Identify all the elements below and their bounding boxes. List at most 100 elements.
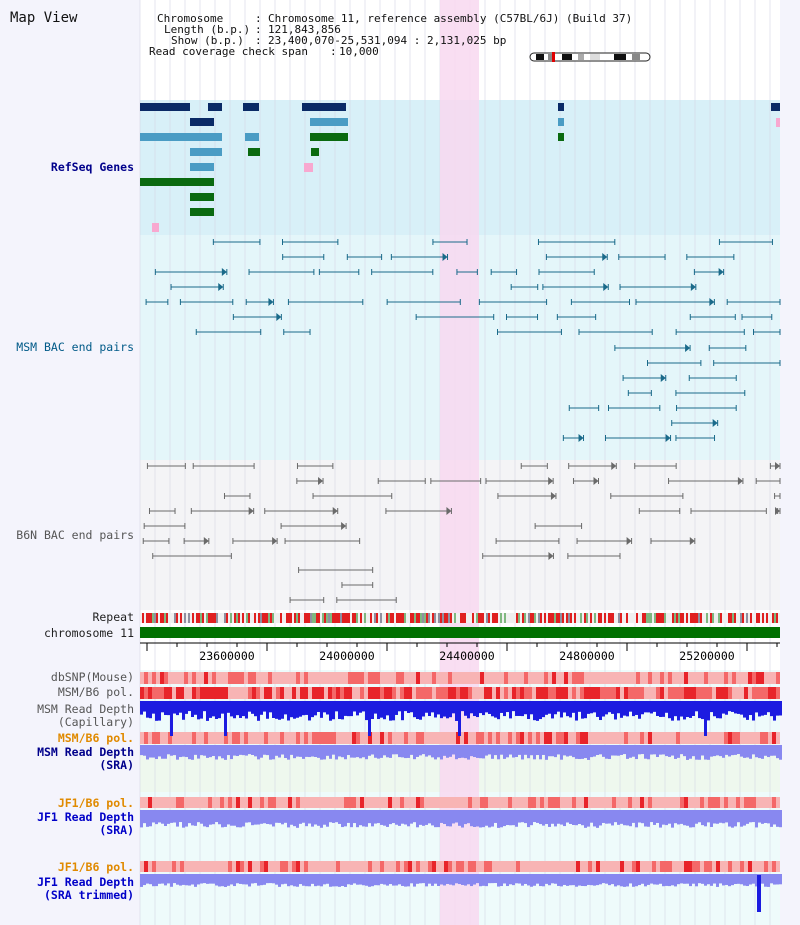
repeat-element bbox=[532, 613, 534, 623]
repeat-track[interactable] bbox=[140, 613, 780, 623]
depth-bar bbox=[434, 874, 437, 884]
heat-cell bbox=[696, 687, 700, 699]
repeat-element bbox=[756, 613, 758, 623]
refseq-genes-track[interactable] bbox=[140, 103, 780, 232]
heat-cell bbox=[456, 672, 460, 684]
depth-bar bbox=[371, 701, 374, 720]
chromosome-bar[interactable] bbox=[140, 627, 780, 638]
heat-cell bbox=[736, 687, 740, 699]
polymorphism-heatmaps[interactable] bbox=[140, 672, 780, 872]
heat-cell bbox=[408, 672, 412, 684]
bac-arrow bbox=[685, 344, 691, 352]
read-depth-tracks[interactable] bbox=[140, 701, 782, 912]
chromosome-ideogram[interactable] bbox=[529, 52, 651, 62]
depth-bar bbox=[587, 745, 590, 760]
depth-bar bbox=[407, 745, 410, 758]
depth-bar bbox=[239, 874, 242, 884]
depth-bar bbox=[254, 701, 257, 717]
heat-cell bbox=[392, 861, 396, 872]
heat-cell bbox=[768, 687, 772, 699]
depth-bar bbox=[728, 874, 731, 887]
depth-bar bbox=[620, 810, 623, 824]
repeat-element bbox=[730, 613, 732, 623]
heat-cell bbox=[668, 797, 672, 808]
heat-cell bbox=[548, 732, 552, 744]
depth-bar bbox=[314, 701, 317, 716]
depth-bar bbox=[329, 701, 332, 721]
depth-bar bbox=[593, 745, 596, 757]
repeat-element bbox=[766, 613, 768, 623]
depth-bar bbox=[512, 810, 515, 826]
depth-bar bbox=[386, 874, 389, 886]
heat-cell bbox=[152, 797, 156, 808]
repeat-element bbox=[148, 613, 150, 623]
repeat-element bbox=[254, 613, 256, 623]
depth-bar bbox=[731, 810, 734, 828]
depth-bar bbox=[149, 745, 152, 758]
heat-cell bbox=[760, 732, 764, 744]
depth-bar bbox=[413, 745, 416, 760]
depth-bar bbox=[395, 874, 398, 886]
gene-strand-marker bbox=[248, 148, 253, 156]
repeat-element bbox=[560, 613, 562, 623]
heat-cell bbox=[576, 797, 580, 808]
heat-cell bbox=[636, 797, 640, 808]
repeat-element bbox=[238, 613, 240, 623]
depth-bar bbox=[461, 745, 464, 758]
msm-b6-pol-label: MSM/B6 pol. bbox=[57, 685, 134, 699]
heat-cell bbox=[768, 797, 772, 808]
depth-bar bbox=[386, 701, 389, 716]
depth-bar bbox=[524, 745, 527, 755]
heat-cell bbox=[572, 672, 576, 684]
depth-bar bbox=[416, 874, 419, 884]
depth-bar bbox=[566, 701, 569, 717]
heat-cell bbox=[168, 797, 172, 808]
heat-cell bbox=[312, 797, 316, 808]
repeat-element bbox=[636, 613, 638, 623]
depth-bar bbox=[212, 701, 215, 717]
heat-cell bbox=[616, 672, 620, 684]
depth-bar bbox=[338, 745, 341, 757]
heat-cell bbox=[256, 672, 260, 684]
depth-bar bbox=[308, 810, 311, 824]
heat-cell bbox=[224, 732, 228, 744]
b6n-bac-pairs-track[interactable] bbox=[142, 462, 781, 603]
heat-cell bbox=[208, 732, 212, 744]
heat-cell bbox=[384, 861, 388, 872]
heat-cell bbox=[192, 861, 196, 872]
repeat-element bbox=[776, 613, 778, 623]
heat-cell bbox=[492, 732, 496, 744]
heat-cell bbox=[220, 732, 224, 744]
depth-bar bbox=[710, 874, 713, 886]
gene-strand-marker bbox=[245, 133, 250, 141]
heat-cell bbox=[140, 732, 144, 744]
depth-bar bbox=[452, 701, 455, 714]
depth-bar bbox=[659, 745, 662, 755]
chromosome-label: Chromosome bbox=[157, 12, 224, 25]
msm-bac-pairs-track[interactable] bbox=[145, 239, 781, 442]
depth-bar bbox=[167, 701, 170, 716]
heat-cell bbox=[444, 687, 448, 699]
depth-bar bbox=[761, 701, 764, 716]
depth-bar bbox=[677, 874, 680, 885]
heat-cell bbox=[568, 732, 572, 744]
heat-cell bbox=[368, 672, 372, 684]
depth-bar bbox=[773, 701, 776, 721]
repeat-element bbox=[682, 613, 684, 623]
heat-cell bbox=[716, 732, 720, 744]
depth-bar bbox=[779, 874, 782, 885]
heat-cell bbox=[764, 861, 768, 872]
heat-cell bbox=[580, 732, 584, 744]
heat-cell bbox=[344, 687, 348, 699]
gene-strand-marker bbox=[311, 148, 316, 156]
depth-bar bbox=[593, 701, 596, 713]
depth-bar bbox=[527, 810, 530, 828]
heat-cell bbox=[496, 797, 500, 808]
depth-bar bbox=[713, 745, 716, 757]
selected-region-highlight[interactable] bbox=[440, 0, 479, 925]
heat-cell bbox=[188, 672, 192, 684]
depth-bar bbox=[374, 745, 377, 758]
depth-bar bbox=[509, 874, 512, 885]
heat-cell bbox=[348, 732, 352, 744]
